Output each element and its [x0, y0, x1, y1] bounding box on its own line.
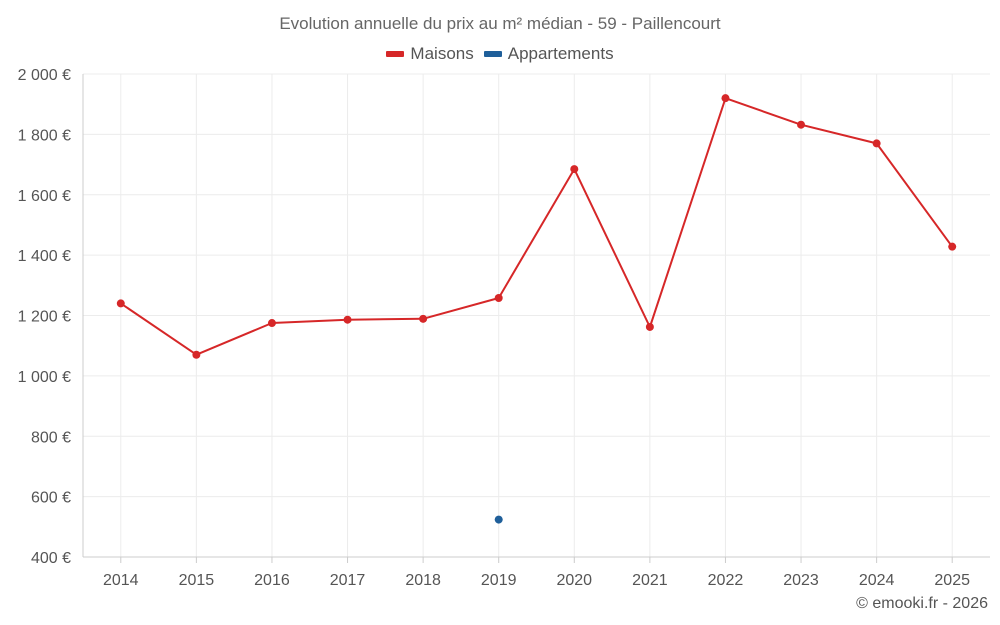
y-tick-label: 1 200 € — [18, 309, 71, 326]
legend-item-appartements[interactable]: Appartements — [483, 44, 614, 64]
data-point-maisons — [192, 350, 201, 359]
legend: Maisons Appartements — [0, 44, 1000, 64]
y-tick-label: 1 800 € — [18, 127, 71, 144]
x-tick-label: 2017 — [330, 572, 366, 589]
y-tick-label: 1 400 € — [18, 248, 71, 265]
legend-item-maisons[interactable]: Maisons — [386, 44, 474, 64]
legend-swatch-appartements — [483, 51, 502, 57]
y-tick-label: 600 € — [31, 490, 71, 507]
x-tick-label: 2018 — [405, 572, 441, 589]
data-point-maisons — [645, 322, 654, 331]
legend-label-appartements: Appartements — [507, 44, 614, 63]
x-tick-label: 2016 — [254, 572, 290, 589]
data-point-appartements — [494, 515, 503, 524]
legend-label-maisons: Maisons — [410, 44, 474, 63]
credit-text: © emooki.fr - 2026 — [856, 595, 988, 612]
data-point-maisons — [948, 242, 957, 251]
y-tick-label: 2 000 € — [18, 67, 71, 84]
y-tick-label: 1 600 € — [18, 188, 71, 205]
x-tick-label: 2025 — [934, 572, 970, 589]
data-point-maisons — [872, 139, 881, 148]
data-point-maisons — [419, 314, 428, 323]
x-tick-label: 2020 — [556, 572, 592, 589]
data-point-maisons — [494, 293, 503, 302]
data-point-maisons — [267, 319, 276, 328]
legend-swatch-maisons — [386, 51, 405, 57]
x-tick-label: 2024 — [859, 572, 895, 589]
y-tick-label: 1 000 € — [18, 369, 71, 386]
x-tick-label: 2015 — [179, 572, 215, 589]
data-point-maisons — [116, 299, 125, 308]
x-tick-label: 2022 — [708, 572, 744, 589]
chart-title: Evolution annuelle du prix au m² médian … — [279, 14, 721, 33]
x-tick-label: 2023 — [783, 572, 819, 589]
data-point-maisons — [721, 94, 730, 103]
x-tick-label: 2014 — [103, 572, 139, 589]
series-line-maisons — [120, 97, 954, 356]
data-point-maisons — [343, 315, 352, 324]
y-tick-label: 400 € — [31, 550, 71, 567]
x-tick-label: 2021 — [632, 572, 668, 589]
data-point-maisons — [570, 165, 579, 174]
data-point-maisons — [797, 120, 806, 129]
x-tick-label: 2019 — [481, 572, 517, 589]
y-tick-label: 800 € — [31, 429, 71, 446]
